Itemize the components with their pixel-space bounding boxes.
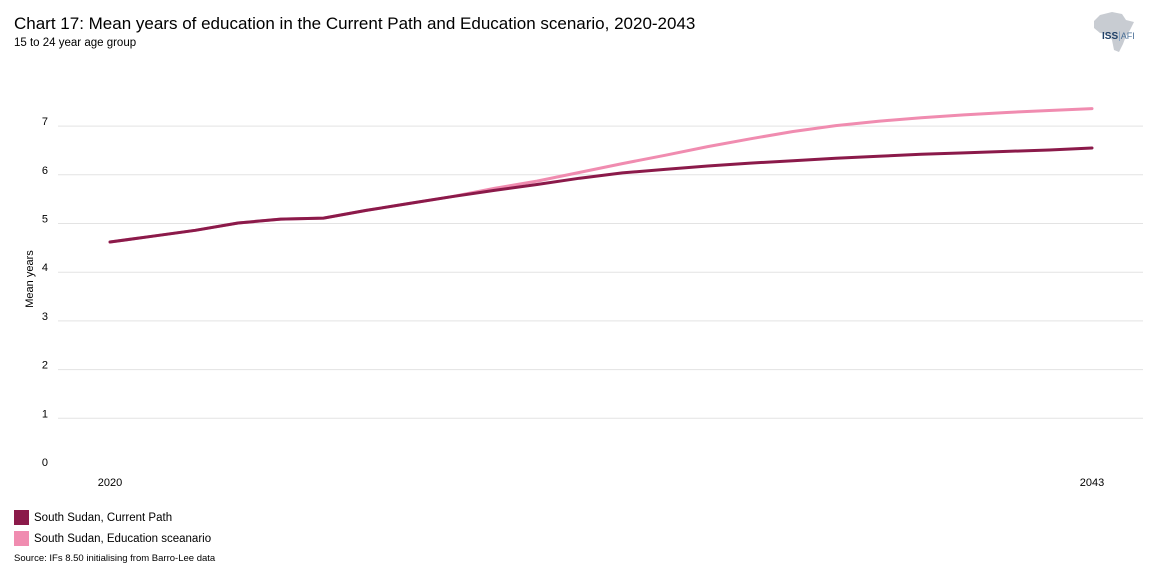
iss-afi-logo: ISS|AFI	[1102, 31, 1135, 42]
gridlines	[58, 125, 1143, 419]
y-tick-label: 6	[42, 165, 48, 177]
africa-map-icon	[1094, 12, 1134, 52]
y-tick-label: 3	[42, 311, 48, 323]
logo-iss: ISS	[1102, 31, 1119, 42]
chart-title: Chart 17: Mean years of education in the…	[14, 14, 696, 33]
logo-separator: |	[1118, 31, 1121, 42]
legend-swatch-current-path	[14, 510, 29, 525]
legend-label: South Sudan, Current Path	[34, 511, 173, 524]
x-axis-ticks: 2020 2043	[98, 477, 1104, 489]
y-tick-label: 7	[42, 116, 48, 128]
y-tick-label: 1	[42, 408, 48, 420]
legend-label: South Sudan, Education sceanario	[34, 532, 212, 545]
y-tick-label: 5	[42, 214, 48, 226]
source-note: Source: IFs 8.50 initialising from Barro…	[14, 553, 216, 564]
y-tick-label: 0	[42, 457, 48, 469]
y-tick-label: 2	[42, 360, 48, 372]
legend-item-current-path[interactable]: South Sudan, Current Path	[14, 507, 211, 528]
series-line-south-sudan-current-path[interactable]	[108, 146, 1094, 244]
legend-item-education-scenario[interactable]: South Sudan, Education sceanario	[14, 528, 211, 549]
chart-subtitle: 15 to 24 year age group	[14, 37, 137, 49]
line-chart: 0 1 2 3 4 5 6 7 2020 2043 Mean years	[24, 107, 1143, 489]
logo-afi: AFI	[1120, 31, 1135, 41]
legend-swatch-education-scenario	[14, 531, 29, 546]
y-axis-label: Mean years	[24, 250, 36, 308]
y-tick-label: 4	[42, 262, 48, 274]
series-lines	[108, 107, 1094, 244]
y-axis-ticks: 0 1 2 3 4 5 6 7	[42, 116, 48, 469]
x-tick-label: 2043	[1080, 477, 1104, 489]
x-tick-label: 2020	[98, 477, 122, 489]
legend: South Sudan, Current Path South Sudan, E…	[14, 507, 211, 549]
